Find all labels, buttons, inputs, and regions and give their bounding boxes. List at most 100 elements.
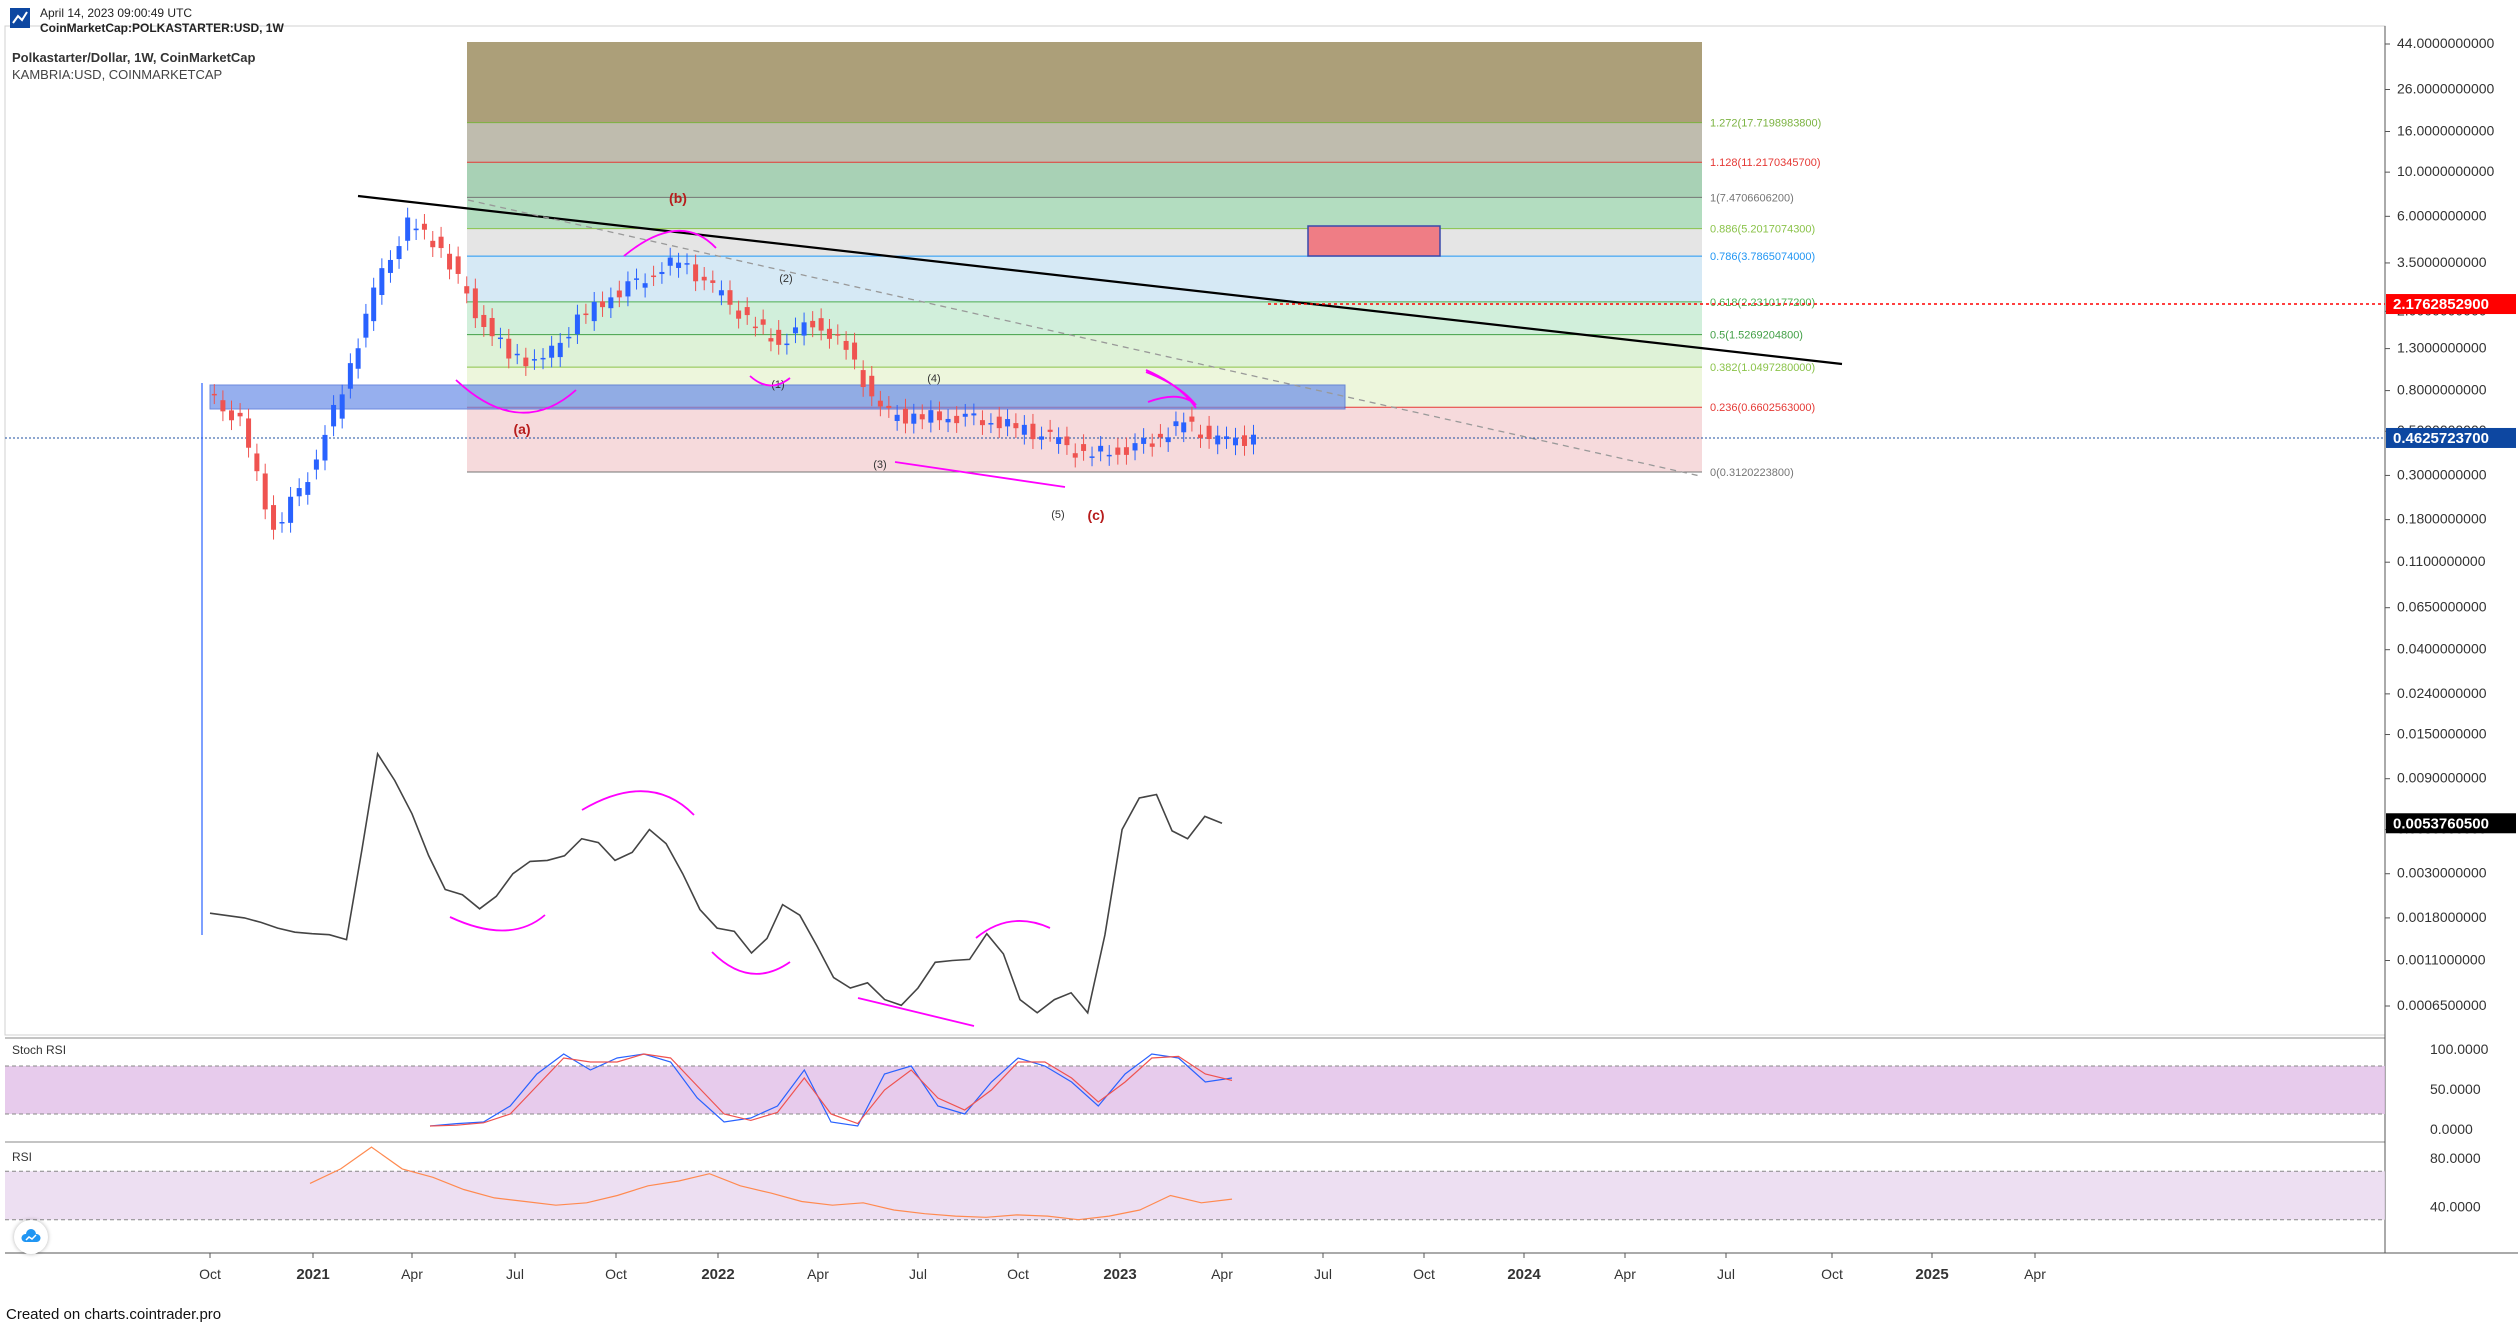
fib-level-label: 0.786(3.7865074000): [1710, 251, 1815, 263]
zone-boxes[interactable]: [209, 225, 1441, 410]
time-axis[interactable]: Oct 2021 Apr Jul Oct 2022 Apr Jul Oct 2023 Apr Jul O…: [199, 1253, 2046, 1283]
price-tick-label: 0.1100000000: [2397, 553, 2486, 569]
candle-body: [676, 262, 682, 268]
candle-body: [651, 275, 657, 278]
time-tick-label: Oct: [1007, 1266, 1029, 1282]
time-tick-label: Apr: [1614, 1266, 1636, 1282]
candle-body: [684, 263, 690, 265]
candle-body: [877, 400, 883, 407]
candle-body: [886, 405, 892, 409]
candle-body: [776, 329, 782, 345]
candle-body: [438, 236, 444, 249]
descending-trendline: [357, 194, 1843, 366]
candle-body: [1056, 437, 1062, 444]
ratio-line: [209, 751, 1223, 1015]
trend-lines[interactable]: [5, 194, 2385, 477]
candle-body: [523, 357, 529, 367]
fib-band: [467, 334, 1702, 368]
candle-body: [792, 327, 798, 334]
candle-body: [591, 301, 597, 322]
candle-body: [945, 418, 951, 423]
red-level-badge-bg: [2386, 294, 2516, 315]
price-tick-label: 0.0240000000: [2397, 685, 2487, 701]
stoch-rsi-title[interactable]: Stoch RSI: [12, 1043, 67, 1057]
candle-body: [1198, 434, 1204, 439]
rsi-band: [5, 1171, 2385, 1220]
fib-band: [467, 122, 1702, 163]
chart-button[interactable]: [14, 1220, 48, 1254]
candle-body: [371, 287, 377, 322]
fib-level-label: 1(7.4706606200): [1710, 192, 1794, 204]
secondary-series-legend[interactable]: KAMBRIA:USD, COINMARKETCAP: [12, 67, 223, 82]
time-tick-label: Jul: [1314, 1266, 1332, 1282]
candle-body: [608, 297, 614, 309]
candle-body: [810, 320, 816, 328]
fib-level-label: 0.618(2.2310177200): [1710, 297, 1815, 309]
symbol-header: CoinMarketCap:POLKASTARTER:USD, 1W: [40, 21, 284, 35]
annotation-stroke: [894, 461, 1066, 488]
candle-body: [1047, 429, 1053, 432]
candle-body: [262, 473, 268, 510]
wave-label-c: (c): [1087, 507, 1104, 523]
pane-frames: [4, 25, 2518, 1254]
time-tick-label: Oct: [199, 1266, 221, 1282]
time-tick-label: 2022: [701, 1266, 734, 1283]
candle-body: [279, 522, 285, 524]
candle-body: [1064, 436, 1070, 446]
candle-body: [1021, 424, 1027, 435]
candle-body: [860, 370, 866, 388]
candle-body: [363, 313, 369, 338]
candle-body: [760, 319, 766, 325]
candle-body: [405, 217, 411, 241]
price-tick-label: 0.8000000000: [2397, 382, 2487, 398]
candle-body: [784, 343, 790, 346]
candle-body: [305, 482, 311, 495]
main-series-legend[interactable]: Polkastarter/Dollar, 1W, CoinMarketCap: [12, 50, 256, 65]
price-tick-label: 26.0000000000: [2397, 81, 2495, 97]
candle-body: [1149, 443, 1155, 447]
time-tick-label: 2025: [1915, 1266, 1948, 1283]
rsi-tick-label: 80.0000: [2430, 1150, 2481, 1166]
candle-body: [1039, 436, 1045, 440]
candle-body: [1206, 425, 1212, 440]
price-axis[interactable]: 44.0000000000 26.0000000000 16.0000000000 1…: [2385, 35, 2516, 1215]
demand-zone: [209, 384, 1346, 410]
candle-body: [430, 240, 436, 248]
fib-level-label: 0(0.3120223800): [1710, 467, 1794, 479]
stoch-d-line: [429, 1053, 1233, 1127]
candle-body: [1013, 423, 1019, 429]
candle-body: [1030, 423, 1036, 440]
candle-body: [557, 342, 563, 358]
candle-body: [693, 264, 699, 282]
candle-body: [379, 268, 385, 296]
candle-body: [506, 338, 512, 359]
candle-body: [979, 420, 985, 426]
candle-body: [710, 280, 716, 283]
rsi-title[interactable]: RSI: [12, 1150, 33, 1164]
annotation-stroke: [455, 379, 577, 414]
candle-body: [1165, 437, 1171, 443]
candle-body: [919, 414, 925, 420]
red-level-badge: 2.1762852900: [2393, 296, 2489, 313]
stoch-tick-label: 100.0000: [2430, 1041, 2489, 1057]
stoch-rsi-pane: [5, 1053, 2385, 1127]
candle-body: [1106, 454, 1112, 457]
current-price-badge-bg: [2386, 427, 2516, 448]
fib-level-label: 1.272(17.7198983800): [1710, 118, 1821, 130]
time-tick-label: Oct: [1413, 1266, 1435, 1282]
price-tick-label: 44.0000000000: [2397, 35, 2495, 51]
candle-body: [936, 411, 942, 421]
wave-label-2: (2): [779, 273, 792, 285]
candle-body: [1098, 445, 1104, 452]
current-price-badge: 0.4625723700: [2393, 430, 2489, 447]
candle-body: [768, 338, 774, 342]
stoch-band: [5, 1066, 2385, 1114]
candle-body: [600, 301, 606, 308]
dashed-trendline: [467, 199, 1701, 477]
candle-body: [531, 359, 537, 361]
price-tick-label: 0.0150000000: [2397, 726, 2487, 742]
candle-body: [1251, 434, 1256, 445]
candle-body: [339, 394, 345, 419]
annotations[interactable]: (b)(a)(c)(2)(1) (4)(3)(5): [449, 190, 1197, 1027]
